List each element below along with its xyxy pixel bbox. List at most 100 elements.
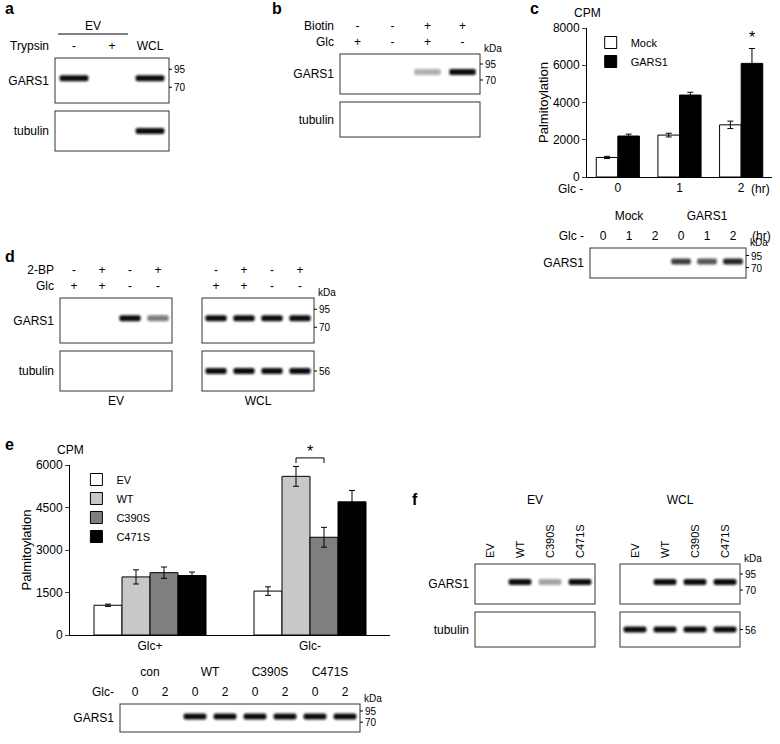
svg-text:95: 95	[745, 569, 757, 580]
svg-text:70: 70	[745, 585, 757, 596]
svg-text:-: -	[391, 35, 395, 49]
svg-text:b: b	[272, 0, 282, 17]
svg-text:*: *	[307, 443, 313, 460]
svg-text:GARS1: GARS1	[687, 209, 728, 223]
svg-text:Glc -: Glc -	[558, 182, 583, 196]
svg-text:Glc-: Glc-	[299, 639, 321, 653]
svg-text:2: 2	[162, 685, 169, 699]
svg-text:2: 2	[730, 229, 737, 243]
svg-text:-: -	[72, 263, 76, 277]
svg-text:GARS1: GARS1	[13, 314, 54, 328]
svg-text:WT: WT	[116, 493, 133, 505]
svg-text:2: 2	[342, 685, 349, 699]
svg-text:GARS1: GARS1	[543, 256, 584, 270]
svg-text:C390S: C390S	[544, 524, 556, 558]
svg-text:+: +	[296, 263, 303, 277]
svg-text:-: -	[72, 39, 76, 53]
svg-text:70: 70	[485, 75, 497, 86]
svg-text:2: 2	[652, 229, 659, 243]
svg-text:+: +	[98, 279, 105, 293]
svg-text:0: 0	[573, 170, 580, 184]
svg-text:Mock: Mock	[615, 209, 645, 223]
svg-text:0: 0	[312, 685, 319, 699]
svg-text:Glc+: Glc+	[137, 639, 162, 653]
svg-text:c: c	[530, 0, 539, 17]
svg-text:GARS1: GARS1	[631, 56, 668, 68]
svg-text:-: -	[356, 19, 360, 33]
svg-text:C471S: C471S	[116, 531, 150, 543]
svg-text:+: +	[154, 263, 161, 277]
svg-text:+: +	[240, 263, 247, 277]
svg-text:-: -	[461, 35, 465, 49]
svg-text:0: 0	[192, 685, 199, 699]
svg-text:70: 70	[365, 717, 377, 728]
svg-text:Palmitoylation: Palmitoylation	[19, 510, 34, 591]
svg-text:-: -	[128, 279, 132, 293]
svg-text:2: 2	[282, 685, 289, 699]
svg-text:56: 56	[319, 366, 331, 377]
svg-text:70: 70	[751, 263, 763, 274]
svg-text:2: 2	[222, 685, 229, 699]
svg-text:kDa: kDa	[364, 693, 382, 704]
svg-text:-: -	[391, 19, 395, 33]
svg-text:kDa: kDa	[750, 237, 768, 248]
svg-text:+: +	[212, 279, 219, 293]
svg-text:tubulin: tubulin	[299, 113, 334, 127]
svg-text:kDa: kDa	[744, 553, 762, 564]
svg-text:C390S: C390S	[689, 524, 701, 558]
svg-text:3000: 3000	[36, 543, 63, 557]
svg-text:EV: EV	[527, 493, 543, 507]
svg-text:Glc: Glc	[36, 279, 54, 293]
svg-text:-: -	[270, 279, 274, 293]
svg-text:70: 70	[319, 322, 331, 333]
svg-text:EV: EV	[629, 543, 641, 558]
svg-text:8000: 8000	[553, 21, 580, 35]
svg-text:WCL: WCL	[245, 394, 272, 408]
svg-text:WT: WT	[659, 541, 671, 558]
svg-text:GARS1: GARS1	[293, 67, 334, 81]
svg-text:GARS1: GARS1	[8, 74, 49, 88]
svg-text:CPM: CPM	[57, 443, 84, 457]
svg-text:+: +	[424, 35, 431, 49]
svg-text:tubulin: tubulin	[19, 364, 54, 378]
svg-text:GARS1: GARS1	[73, 711, 114, 725]
svg-text:+: +	[354, 35, 361, 49]
svg-text:0: 0	[600, 229, 607, 243]
svg-text:a: a	[5, 0, 14, 17]
svg-text:95: 95	[174, 64, 186, 75]
svg-text:EV: EV	[85, 19, 101, 33]
svg-text:-: -	[298, 279, 302, 293]
svg-text:C471S: C471S	[574, 524, 586, 558]
svg-text:2-BP: 2-BP	[27, 263, 54, 277]
svg-text:Biotin: Biotin	[304, 19, 334, 33]
svg-text:GARS1: GARS1	[428, 577, 469, 591]
svg-text:C390S: C390S	[116, 512, 150, 524]
svg-text:+: +	[424, 19, 431, 33]
svg-text:-: -	[214, 263, 218, 277]
svg-text:Glc -: Glc -	[559, 229, 584, 243]
svg-text:EV: EV	[116, 474, 131, 486]
svg-text:Glc: Glc	[316, 35, 334, 49]
svg-text:1: 1	[676, 181, 683, 195]
svg-text:WCL: WCL	[137, 39, 164, 53]
svg-text:+: +	[240, 279, 247, 293]
svg-text:tubulin: tubulin	[434, 623, 469, 637]
svg-text:+: +	[98, 263, 105, 277]
svg-text:-: -	[270, 263, 274, 277]
svg-text:6000: 6000	[36, 458, 63, 472]
svg-text:4500: 4500	[36, 501, 63, 515]
svg-text:Mock: Mock	[631, 37, 658, 49]
svg-text:Trypsin: Trypsin	[10, 39, 49, 53]
svg-text:d: d	[5, 248, 15, 265]
svg-text:+: +	[459, 19, 466, 33]
svg-text:CPM: CPM	[574, 6, 601, 20]
svg-text:4000: 4000	[553, 96, 580, 110]
svg-text:2: 2	[738, 181, 745, 195]
svg-text:*: *	[749, 29, 755, 46]
svg-text:+: +	[108, 39, 115, 53]
svg-text:-: -	[128, 263, 132, 277]
svg-text:70: 70	[174, 82, 186, 93]
svg-text:1: 1	[626, 229, 633, 243]
svg-text:1500: 1500	[36, 586, 63, 600]
svg-text:56: 56	[745, 625, 757, 636]
